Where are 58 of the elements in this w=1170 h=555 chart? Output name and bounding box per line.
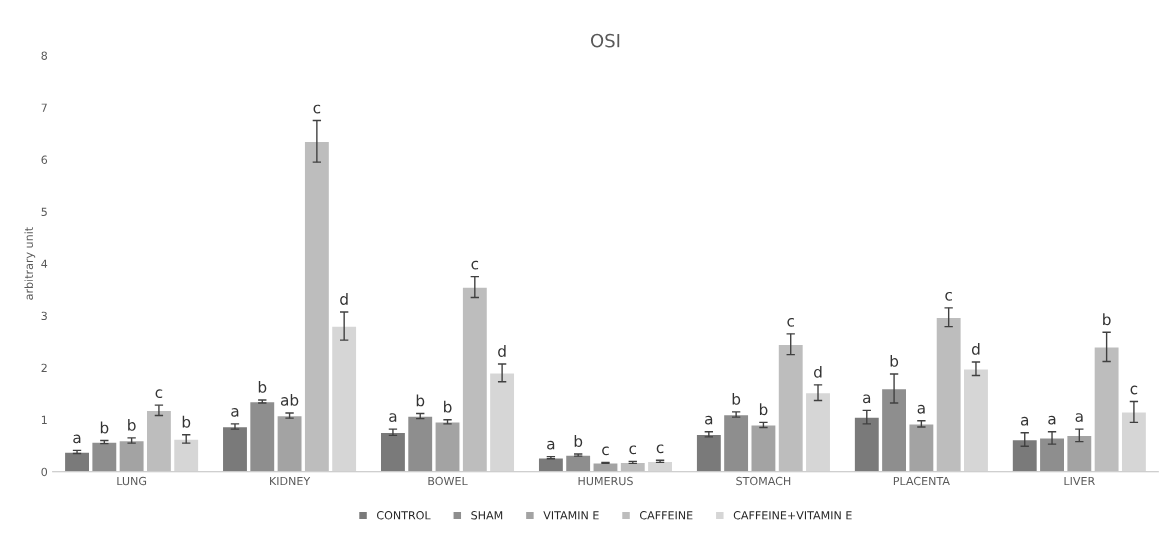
data-label: a: [73, 434, 81, 444]
y-tick-label: 5: [41, 207, 47, 216]
data-label: b: [732, 392, 741, 405]
data-label: d: [498, 345, 506, 357]
data-label: b: [416, 394, 425, 407]
legend-label: CAFFEINE+VITAMIN E: [733, 511, 852, 520]
data-label: c: [471, 260, 479, 270]
data-label: a: [1020, 416, 1029, 426]
data-label: b: [182, 415, 191, 428]
legend-label: CONTROL: [377, 511, 431, 520]
data-label: a: [547, 440, 555, 450]
data-label: c: [656, 444, 664, 454]
y-tick-label: 6: [41, 155, 48, 164]
data-label: a: [863, 394, 871, 404]
x-tick-label: PLACENTA: [893, 476, 950, 486]
x-tick-label: BOWEL: [428, 476, 468, 486]
data-label: b: [444, 400, 452, 413]
x-tick-label: LIVER: [1064, 476, 1095, 486]
x-tick-label: KIDNEY: [270, 476, 311, 486]
x-tick-label: STOMACH: [736, 476, 791, 486]
y-tick-label: 8: [41, 51, 48, 60]
data-label: a: [705, 415, 713, 425]
data-label: c: [787, 317, 794, 327]
y-tick-label: 2: [41, 363, 47, 372]
data-label: a: [231, 407, 239, 417]
y-tick-label: 7: [41, 103, 47, 112]
data-label: ab: [280, 394, 299, 406]
data-label: a: [917, 404, 925, 414]
data-label: b: [1103, 313, 1111, 326]
data-label: c: [602, 446, 609, 456]
data-label: b: [574, 435, 583, 447]
y-tick-label: 0: [41, 467, 48, 477]
legend-label: SHAM: [471, 511, 503, 520]
data-label: c: [313, 104, 321, 114]
x-tick-label: LUNG: [117, 476, 147, 486]
data-label: c: [1130, 385, 1138, 395]
legend-label: CAFFEINE: [639, 511, 693, 520]
data-label: b: [258, 380, 267, 393]
y-tick-label: 1: [41, 415, 47, 424]
data-label: d: [814, 365, 822, 378]
data-label: a: [389, 413, 397, 422]
data-label: c: [629, 445, 637, 455]
chart-title: OSI: [590, 33, 620, 48]
data-label: c: [155, 389, 163, 399]
data-label: a: [1075, 413, 1083, 422]
y-tick-label: 4: [41, 259, 48, 268]
data-label: d: [340, 293, 348, 305]
y-axis-title: arbitrary unit: [24, 227, 36, 300]
legend-label: VITAMIN E: [543, 511, 599, 520]
data-label: c: [945, 291, 952, 301]
data-label: a: [1048, 415, 1056, 425]
y-tick-label: 3: [41, 311, 47, 321]
data-label: b: [100, 421, 109, 434]
data-label: d: [971, 343, 980, 355]
x-tick-label: HUMERUS: [578, 476, 633, 486]
data-label: b: [128, 418, 136, 431]
data-label: b: [890, 354, 899, 367]
data-label: b: [759, 403, 768, 416]
